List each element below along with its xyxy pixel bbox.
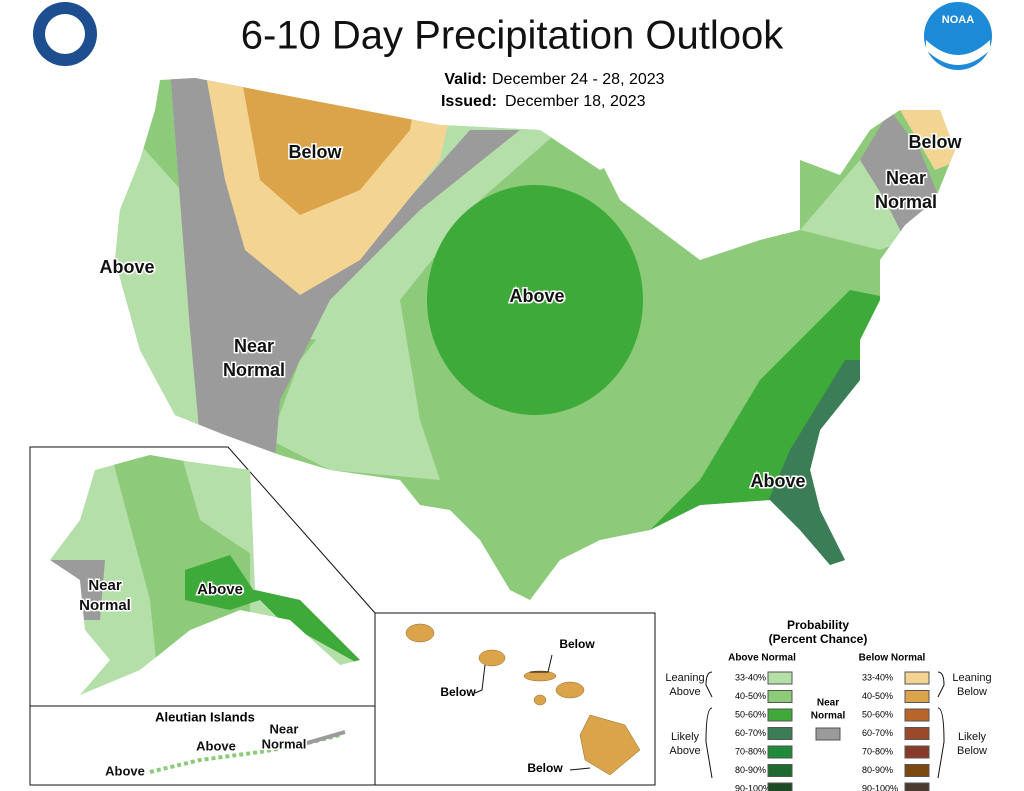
legend-swatch bbox=[904, 671, 930, 685]
legend-swatch bbox=[767, 782, 793, 791]
legend-group: Leaning bbox=[952, 672, 991, 684]
region-label: Near bbox=[270, 721, 299, 736]
issued-label: Issued: bbox=[441, 93, 497, 110]
legend-swatch bbox=[767, 764, 793, 777]
region-label: Normal bbox=[223, 360, 285, 380]
legend-title: Probability bbox=[787, 618, 849, 632]
region-label: Near bbox=[234, 336, 274, 356]
legend-group: Below bbox=[957, 745, 987, 757]
logo-text: NOAA bbox=[942, 14, 974, 26]
great-lakes bbox=[600, 140, 800, 260]
region-label: Normal bbox=[79, 597, 131, 614]
legend-row-label: 33-40% bbox=[862, 672, 893, 682]
valid-dates: December 24 - 28, 2023 bbox=[492, 71, 665, 88]
legend-row-label: 60-70% bbox=[862, 728, 893, 738]
hawaii-label: Below bbox=[559, 637, 595, 651]
legend-group: Below bbox=[957, 686, 987, 698]
hawaii-label: Below bbox=[440, 685, 476, 699]
aleutian-title: Aleutian Islands bbox=[155, 709, 255, 724]
region-label: Normal bbox=[875, 192, 937, 212]
legend-row-label: 90-100% bbox=[735, 783, 771, 791]
legend-swatch bbox=[767, 727, 793, 740]
logo-doc bbox=[33, 2, 97, 66]
region-label: Above bbox=[509, 286, 564, 306]
legend-swatch bbox=[904, 727, 930, 740]
hawaii-islands bbox=[405, 623, 641, 776]
legend-row-label: 80-90% bbox=[735, 765, 766, 775]
legend-group: Leaning bbox=[665, 672, 704, 684]
region-label: Above bbox=[750, 471, 805, 491]
legend-row-label: 80-90% bbox=[862, 765, 893, 775]
legend-group: Likely bbox=[958, 731, 987, 743]
issued-date: December 18, 2023 bbox=[505, 93, 646, 110]
valid-label: Valid: bbox=[444, 71, 487, 88]
legend-swatch bbox=[904, 764, 930, 777]
legend-brace bbox=[705, 671, 713, 779]
legend-group: Above bbox=[669, 745, 700, 757]
legend-swatch bbox=[904, 745, 930, 759]
legend-row-label: 90-100% bbox=[862, 783, 898, 791]
legend-swatch bbox=[904, 782, 930, 791]
logo-noaa: NOAA bbox=[924, 2, 992, 70]
legend-swatch bbox=[767, 671, 793, 685]
legend-row-label: 50-60% bbox=[735, 709, 766, 719]
region-label: Below bbox=[288, 142, 342, 162]
legend-swatch bbox=[767, 745, 793, 759]
region-label: Near bbox=[88, 577, 122, 594]
legend-brace bbox=[937, 671, 945, 779]
legend-swatch bbox=[815, 727, 841, 741]
legend-row-label: 70-80% bbox=[735, 746, 766, 756]
legend-swatch bbox=[904, 690, 930, 703]
legend-row-label: 40-50% bbox=[735, 691, 766, 701]
legend-row-label: 70-80% bbox=[862, 746, 893, 756]
region-label: Below bbox=[908, 132, 962, 152]
hawaii-label: Below bbox=[527, 761, 563, 775]
region-label: Above bbox=[196, 738, 236, 753]
legend-group: Likely bbox=[671, 731, 700, 743]
legend-swatch bbox=[767, 708, 793, 722]
region-label: Normal bbox=[262, 736, 307, 751]
legend-header: Above Normal bbox=[728, 653, 796, 664]
aleutian-islands bbox=[299, 730, 346, 747]
legend-row-label: 50-60% bbox=[862, 709, 893, 719]
legend-title: (Percent Chance) bbox=[769, 632, 868, 646]
title: 6-10 Day Precipitation Outlook bbox=[241, 14, 785, 58]
legend-row-label: 33-40% bbox=[735, 672, 766, 682]
legend-swatch bbox=[904, 708, 930, 722]
legend-group: Near bbox=[817, 698, 839, 709]
legend-swatch bbox=[767, 690, 793, 703]
legend-group: Above bbox=[669, 686, 700, 698]
legend-row-label: 40-50% bbox=[862, 691, 893, 701]
legend-group: Normal bbox=[811, 711, 846, 722]
legend-header: Below Normal bbox=[859, 653, 926, 664]
region-label: Above bbox=[99, 257, 154, 277]
region-label: Above bbox=[105, 763, 145, 778]
callout-lines bbox=[474, 654, 591, 771]
region-label: Above bbox=[197, 581, 243, 598]
legend: Probability (Percent Chance) Above Norma… bbox=[665, 618, 992, 791]
legend-row-label: 60-70% bbox=[735, 728, 766, 738]
region-label: Near bbox=[886, 168, 926, 188]
